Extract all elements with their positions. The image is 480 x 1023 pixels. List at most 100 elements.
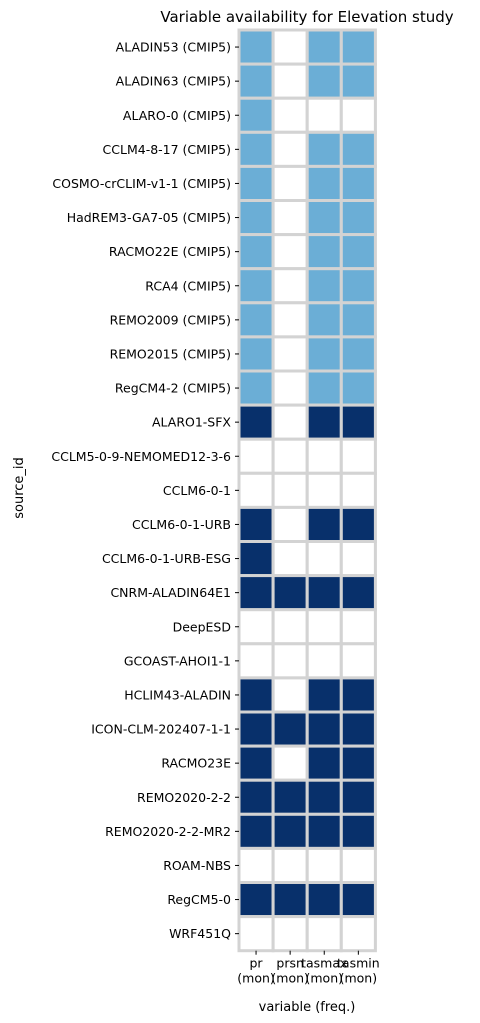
y-tick-label: COSMO-crCLIM-v1-1 (CMIP5) [52, 176, 231, 191]
heatmap-cell [305, 778, 343, 816]
heatmap-cell [339, 846, 377, 885]
heatmap-cell [305, 199, 343, 237]
heatmap-cell [237, 642, 275, 680]
heatmap-cell [271, 812, 309, 850]
heatmap-cell [339, 62, 377, 100]
heatmap-cell [305, 642, 343, 680]
heatmap-cell [339, 744, 377, 782]
heatmap-cell [271, 881, 309, 919]
y-tick-label: GCOAST-AHOI1-1 [124, 653, 231, 668]
y-tick-label: CCLM6-0-1-URB-ESG [102, 551, 231, 566]
heatmap-cell [339, 812, 377, 850]
heatmap-cell [305, 130, 343, 168]
y-tick-label: REMO2020-2-2 [137, 790, 231, 805]
heatmap-cell [305, 505, 343, 543]
x-tick-label-frequency: (mon) [340, 971, 378, 986]
heatmap-cell [271, 199, 309, 237]
y-tick-label: RACMO22E (CMIP5) [109, 244, 231, 259]
heatmap-cell [271, 676, 309, 714]
x-tick-label-variable: prsn [276, 956, 304, 971]
heatmap-cell [339, 642, 377, 680]
heatmap-cell [305, 369, 343, 407]
heatmap-cell [339, 881, 377, 919]
heatmap-cell [305, 267, 343, 305]
heatmap-cell [237, 676, 275, 714]
heatmap-cell [237, 608, 275, 646]
y-tick-label: RegCM4-2 (CMIP5) [115, 381, 231, 396]
heatmap-cell [305, 335, 343, 373]
heatmap-cell [339, 96, 377, 134]
heatmap-cell [339, 267, 377, 305]
heatmap-cell [237, 335, 275, 373]
y-tick-label: CNRM-ALADIN64E1 [110, 585, 231, 600]
heatmap-cell [339, 505, 377, 543]
heatmap-cell [305, 471, 343, 509]
heatmap-cell [305, 676, 343, 714]
heatmap-cell [271, 642, 309, 680]
y-tick-label: HadREM3-GA7-05 (CMIP5) [67, 210, 231, 225]
heatmap-cell [339, 778, 377, 816]
heatmap-cell [305, 881, 343, 919]
x-tick-label-variable: tasmin [337, 956, 380, 971]
heatmap-cell [339, 437, 377, 475]
x-tick-label-variable: pr [250, 956, 264, 971]
heatmap-cell [237, 574, 275, 612]
heatmap-cell [339, 676, 377, 714]
heatmap-cell [271, 62, 309, 100]
x-tick-label-frequency: (mon) [306, 971, 344, 986]
heatmap-cell [305, 846, 343, 885]
heatmap-cell [237, 96, 275, 134]
y-tick-label: CCLM5-0-9-NEMOMED12-3-6 [51, 449, 231, 464]
heatmap-cell [305, 710, 343, 748]
y-tick-labels: ALADIN53 (CMIP5) ALADIN63 (CMIP5) ALARO-0 … [51, 40, 239, 941]
heatmap-cell [237, 267, 275, 305]
y-tick-label: RCA4 (CMIP5) [145, 278, 231, 293]
heatmap-cell [237, 505, 275, 543]
x-tick-label-frequency: (mon) [237, 971, 275, 986]
heatmap-cell [237, 28, 275, 66]
heatmap-cell [271, 437, 309, 475]
heatmap-cell [339, 28, 377, 66]
heatmap-cell [271, 164, 309, 202]
y-tick-label: WRF451Q [169, 926, 231, 941]
heatmap-cell [305, 62, 343, 100]
x-axis-label: variable (freq.) [259, 1000, 356, 1015]
y-tick-label: ICON-CLM-202407-1-1 [91, 722, 231, 737]
y-tick-label: REMO2020-2-2-MR2 [105, 824, 231, 839]
heatmap-cell [237, 437, 275, 475]
heatmap-cell [237, 233, 275, 271]
x-tick-labels: pr(mon)prsn(mon)tasmax(mon)tasmin(mon) [237, 950, 380, 986]
y-tick-label: CCLM6-0-1 [163, 483, 231, 498]
heatmap-cells [237, 28, 377, 953]
heatmap-cell [271, 505, 309, 543]
heatmap-cell [305, 437, 343, 475]
heatmap-cell [237, 130, 275, 168]
heatmap-cell [271, 335, 309, 373]
heatmap-cell [271, 403, 309, 441]
heatmap-cell [271, 574, 309, 612]
heatmap-cell [305, 574, 343, 612]
heatmap-cell [237, 62, 275, 100]
heatmap-cell [305, 812, 343, 850]
heatmap-cell [339, 710, 377, 748]
heatmap-cell [237, 915, 275, 953]
heatmap-cell [339, 540, 377, 578]
y-tick-label: ROAM-NBS [163, 858, 231, 873]
heatmap-cell [271, 301, 309, 339]
heatmap-cell [237, 710, 275, 748]
y-axis-label: source_id [12, 457, 27, 519]
heatmap-cell [237, 846, 275, 885]
x-tick-label-variable: tasmax [301, 956, 347, 971]
heatmap-cell [339, 915, 377, 953]
heatmap-cell [339, 369, 377, 407]
y-tick-label: ALARO-0 (CMIP5) [123, 108, 231, 123]
y-tick-label: DeepESD [173, 619, 231, 634]
chart-title: Variable availability for Elevation stud… [160, 8, 453, 26]
heatmap-cell [271, 846, 309, 885]
heatmap-cell [339, 335, 377, 373]
heatmap-cell [339, 301, 377, 339]
heatmap-cell [271, 540, 309, 578]
heatmap-cell [271, 233, 309, 271]
